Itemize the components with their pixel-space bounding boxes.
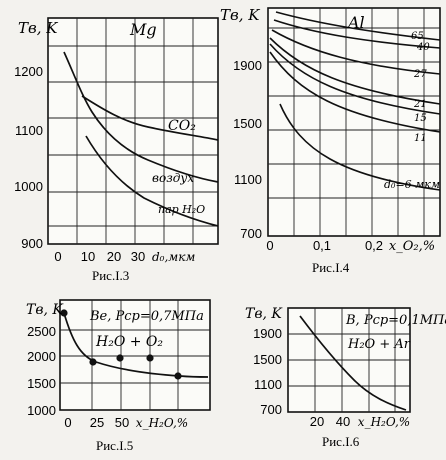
y-tick-label: 700 bbox=[260, 402, 282, 417]
series-line-vozdukh bbox=[63, 51, 219, 183]
x-tick-label: 0 bbox=[64, 415, 71, 430]
x-axis-label: x_H₂O,% bbox=[136, 416, 188, 430]
panel-fig-1-6: B, Pср=0,1МПа H₂O + Ar Tв, K 1900 1500 1… bbox=[245, 306, 446, 449]
series-line-15 bbox=[269, 43, 441, 115]
series-line-be bbox=[63, 312, 209, 378]
series-label-27: 27 bbox=[413, 69, 427, 80]
series-line-11 bbox=[269, 51, 441, 133]
series-label-15: 15 bbox=[414, 113, 427, 124]
series-line-40 bbox=[273, 19, 441, 49]
y-tick-label: 2500 bbox=[27, 324, 56, 339]
y-tick-label: 1900 bbox=[253, 326, 282, 341]
x-tick-label: 40 bbox=[336, 414, 350, 429]
y-tick-label: 1200 bbox=[14, 64, 43, 79]
y-tick-label: 2000 bbox=[27, 349, 56, 364]
y-tick-label: 1100 bbox=[234, 172, 262, 187]
panel-title: B, Pср=0,1МПа bbox=[345, 313, 446, 328]
figure-caption: Рис.I.5 bbox=[96, 438, 133, 453]
series-label-21: 21 bbox=[413, 99, 427, 110]
x-axis-label: x_O₂,% bbox=[389, 239, 435, 254]
y-tick-label: 1000 bbox=[27, 403, 56, 418]
series-line-65 bbox=[275, 11, 441, 41]
series-line-par-h2o bbox=[85, 135, 219, 227]
figure-caption: Рис.I.6 bbox=[322, 434, 360, 449]
panel-title: Be, Pср=0,7МПа bbox=[89, 309, 204, 324]
x-tick-label: 0,1 bbox=[313, 238, 331, 253]
y-axis-label: Tв, K bbox=[220, 6, 260, 24]
y-axis-label: Tв, K bbox=[18, 19, 58, 37]
grid bbox=[268, 8, 440, 236]
data-points bbox=[60, 309, 182, 380]
data-point bbox=[89, 358, 97, 366]
data-point bbox=[116, 354, 124, 362]
y-tick-label: 1100 bbox=[254, 377, 282, 392]
y-tick-label: 700 bbox=[240, 226, 262, 241]
figure-caption: Рис.I.3 bbox=[92, 268, 129, 283]
panel-title: Mg bbox=[129, 20, 157, 39]
series-line-b bbox=[299, 315, 407, 411]
series-label-11: 11 bbox=[414, 133, 427, 144]
y-tick-label: 1500 bbox=[233, 116, 262, 131]
series-label-d0-6: d₀=6 мкм bbox=[384, 178, 440, 191]
x-axis-label: x_H₂O,% bbox=[358, 415, 410, 429]
y-tick-label: 1000 bbox=[14, 179, 43, 194]
x-tick-label: 30 bbox=[131, 249, 145, 264]
y-axis-label: Tв, K bbox=[245, 306, 283, 322]
data-point bbox=[146, 354, 154, 362]
panel-subtitle: H₂O + O₂ bbox=[95, 334, 163, 350]
data-point bbox=[174, 372, 182, 380]
series-line-21 bbox=[269, 37, 441, 105]
grid bbox=[48, 18, 218, 244]
series-line-d0-6 bbox=[279, 103, 441, 191]
x-tick-label: 50 bbox=[115, 415, 129, 430]
y-tick-label: 900 bbox=[21, 236, 43, 251]
panel-fig-1-5: Be, Pср=0,7МПа H₂O + O₂ Tв, K 2500 2000 … bbox=[26, 299, 211, 453]
x-tick-label: 20 bbox=[107, 249, 121, 264]
series-label-40: 40 bbox=[416, 42, 430, 53]
y-tick-label: 1500 bbox=[27, 376, 56, 391]
data-point bbox=[60, 309, 68, 317]
x-tick-label: 25 bbox=[90, 415, 104, 430]
y-tick-label: 1900 bbox=[233, 58, 262, 73]
series-line-co2 bbox=[81, 95, 219, 141]
series-label-65: 65 bbox=[411, 31, 424, 42]
plot-frame bbox=[47, 17, 219, 245]
x-tick-label: 0 bbox=[54, 249, 61, 264]
panel-subtitle: H₂O + Ar bbox=[347, 337, 411, 352]
grid bbox=[288, 308, 410, 412]
panel-fig-1-3: Mg CO₂ воздух пар H₂O Tв, K 1200 1100 10… bbox=[14, 17, 219, 283]
x-tick-label: 0 bbox=[266, 238, 273, 253]
y-tick-label: 1100 bbox=[15, 123, 43, 138]
series-label-vozdukh: воздух bbox=[152, 171, 194, 185]
y-tick-label: 1500 bbox=[253, 352, 282, 367]
series-line-27 bbox=[271, 29, 441, 75]
figure-caption: Рис.I.4 bbox=[312, 260, 350, 275]
panel-title: Al bbox=[346, 13, 365, 32]
series-label-co2: CO₂ bbox=[168, 118, 196, 134]
panel-fig-1-4: Al 65 40 27 21 15 11 d₀=6 мкм Tв, K 1900… bbox=[220, 6, 441, 275]
series-label-par-h2o: пар H₂O bbox=[158, 203, 205, 216]
x-tick-label: 10 bbox=[81, 249, 95, 264]
y-axis-label: Tв, K bbox=[26, 302, 64, 318]
x-tick-label: 20 bbox=[310, 414, 324, 429]
x-tick-label: 0,2 bbox=[365, 238, 383, 253]
x-axis-label: d₀,мкм bbox=[152, 250, 195, 264]
